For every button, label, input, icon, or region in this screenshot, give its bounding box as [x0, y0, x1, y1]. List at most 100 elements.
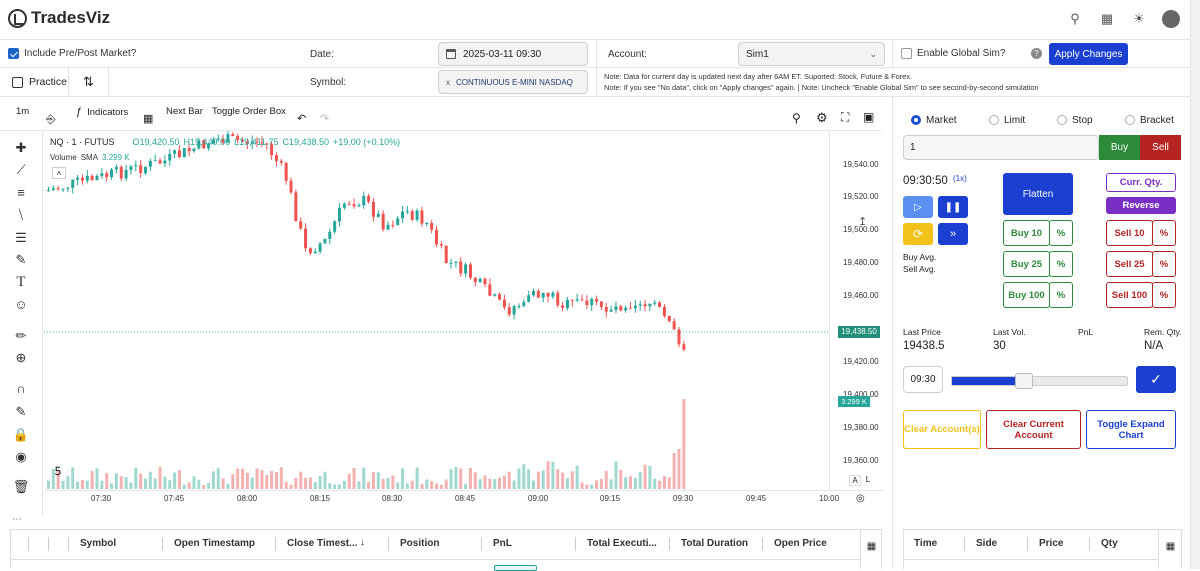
time-slider[interactable]: [951, 373, 1128, 389]
lock-icon[interactable]: 🔒: [12, 427, 30, 442]
volume-bar: [47, 480, 50, 489]
goto-time-icon[interactable]: ◎: [856, 493, 865, 504]
sell-10-button[interactable]: Sell 10: [1106, 220, 1153, 246]
indicators-button[interactable]: Indicators: [87, 106, 129, 118]
camera-icon[interactable]: ▣: [863, 110, 875, 124]
reverse-button[interactable]: Reverse: [1106, 197, 1176, 214]
sell-10-percent-button[interactable]: %: [1152, 220, 1176, 246]
brush-icon[interactable]: ✎: [15, 252, 27, 267]
apps-grid-icon[interactable]: ▦: [1100, 11, 1114, 26]
order-type-limit[interactable]: Limit: [989, 115, 1057, 126]
next-bar-button[interactable]: Next Bar: [166, 106, 203, 117]
candle-body: [522, 301, 526, 306]
clear-current-account-button[interactable]: Clear Current Account: [986, 410, 1081, 449]
buy-25-button[interactable]: Buy 25: [1003, 251, 1050, 277]
time-slider-handle[interactable]: [1014, 373, 1033, 389]
confirm-button[interactable]: ✓: [1136, 366, 1176, 393]
candle-type-icon[interactable]: ⎆: [46, 112, 56, 126]
layout-grid-icon[interactable]: ▦: [143, 113, 154, 125]
buy-button[interactable]: Buy: [1099, 135, 1140, 160]
app-logo[interactable]: TradesViz: [8, 8, 110, 28]
interval-button[interactable]: 1m: [16, 106, 30, 117]
toggle-order-box-button[interactable]: Toggle Order Box: [212, 106, 286, 117]
order-type-bracket[interactable]: Bracket: [1125, 115, 1174, 126]
exec-table-header[interactable]: Side: [976, 538, 998, 549]
sell-25-percent-button[interactable]: %: [1152, 251, 1176, 277]
quantity-input[interactable]: 1: [903, 135, 1099, 160]
table-header[interactable]: Symbol: [80, 538, 117, 549]
symbol-remove[interactable]: x: [446, 77, 450, 87]
magnet-icon[interactable]: ∩: [16, 381, 26, 396]
global-sim-checkbox[interactable]: [901, 48, 912, 59]
trash-icon[interactable]: 🗑: [12, 479, 30, 494]
fullscreen-icon[interactable]: ⛶: [841, 110, 850, 124]
include-prepost-checkbox[interactable]: [8, 48, 19, 59]
crosshair-icon[interactable]: ✚: [15, 140, 27, 155]
order-type-market[interactable]: Market: [911, 115, 989, 126]
practice-tab[interactable]: Practice: [0, 68, 69, 96]
search-icon[interactable]: ⚲: [1070, 11, 1080, 26]
table-header[interactable]: Open Timestamp: [174, 538, 255, 549]
buy-10-percent-button[interactable]: %: [1049, 220, 1073, 246]
text-tool-icon[interactable]: T: [16, 274, 26, 290]
play-button[interactable]: ▷: [903, 196, 933, 218]
table-header[interactable]: Close Timest...: [287, 538, 358, 549]
emoji-icon[interactable]: ☺: [14, 297, 28, 312]
symbol-input[interactable]: x CONTINUOUS E-MINI NASDAQ: [438, 70, 588, 94]
clear-accounts-button[interactable]: Clear Account(s): [903, 410, 981, 449]
table-header[interactable]: PnL: [493, 538, 512, 549]
date-input[interactable]: 2025-03-11 09:30: [438, 42, 588, 66]
sort-desc-icon[interactable]: ↓: [360, 537, 365, 548]
buy-100-button[interactable]: Buy 100: [1003, 282, 1050, 308]
collapse-legend-icon[interactable]: ˄: [52, 167, 66, 179]
lock-drawing-icon[interactable]: ✎: [15, 404, 27, 419]
candle-body: [405, 211, 409, 213]
buy-100-percent-button[interactable]: %: [1049, 282, 1073, 308]
pattern-icon[interactable]: ⧹: [18, 207, 24, 222]
order-type-stop[interactable]: Stop: [1057, 115, 1125, 126]
pause-button[interactable]: ❚❚: [938, 196, 968, 218]
account-select[interactable]: Sim1 ⌄: [738, 42, 885, 66]
ruler-icon[interactable]: ✏: [15, 328, 27, 343]
avatar[interactable]: [1162, 10, 1180, 28]
fib-icon[interactable]: ☰: [15, 230, 27, 245]
settings-sliders-icon[interactable]: ⇅: [69, 68, 109, 96]
settings-gear-icon[interactable]: ⚙: [816, 110, 828, 125]
help-icon[interactable]: ?: [1031, 48, 1042, 59]
undo-icon[interactable]: ↶: [297, 113, 307, 125]
horizontal-lines-icon[interactable]: ≡: [17, 185, 25, 200]
loop-button[interactable]: ⟳: [903, 223, 933, 245]
table-header[interactable]: Total Duration: [681, 538, 749, 549]
sell-25-button[interactable]: Sell 25: [1106, 251, 1153, 277]
table-columns-icon[interactable]: ▦: [860, 530, 882, 569]
apply-changes-button[interactable]: Apply Changes: [1049, 43, 1128, 65]
auto-scale-button[interactable]: A: [849, 475, 861, 486]
toggle-expand-chart-button[interactable]: Toggle Expand Chart: [1086, 410, 1176, 449]
sell-100-percent-button[interactable]: %: [1152, 282, 1176, 308]
table-header[interactable]: Total Executi...: [587, 538, 657, 549]
log-scale-button[interactable]: L: [865, 475, 871, 484]
sim-speed[interactable]: (1x): [953, 174, 967, 183]
executions-columns-icon[interactable]: ▦: [1158, 530, 1182, 569]
fast-forward-button[interactable]: »: [938, 223, 968, 245]
buy-10-button[interactable]: Buy 10: [1003, 220, 1050, 246]
theme-sun-icon[interactable]: ☀: [1133, 11, 1145, 26]
exec-table-header[interactable]: Qty: [1101, 538, 1118, 549]
zoom-in-icon[interactable]: ⊕: [15, 350, 27, 365]
flatten-button[interactable]: Flatten: [1003, 173, 1073, 215]
buy-25-percent-button[interactable]: %: [1049, 251, 1073, 277]
resize-handle[interactable]: ⋯: [12, 514, 22, 525]
exec-table-header[interactable]: Price: [1039, 538, 1064, 549]
table-header[interactable]: Open Price: [774, 538, 827, 549]
exec-table-header[interactable]: Time: [914, 538, 938, 549]
quick-search-icon[interactable]: ⚲: [792, 111, 801, 125]
curr-qty-button[interactable]: Curr. Qty.: [1106, 173, 1176, 192]
page-scrollbar[interactable]: [1190, 0, 1200, 569]
trend-line-icon[interactable]: ⟋: [16, 162, 26, 177]
eye-icon[interactable]: ◉: [15, 449, 27, 464]
redo-icon[interactable]: ↷: [320, 113, 330, 125]
price-chart[interactable]: [44, 131, 830, 491]
sell-100-button[interactable]: Sell 100: [1106, 282, 1153, 308]
sell-button[interactable]: Sell: [1140, 135, 1181, 160]
table-header[interactable]: Position: [400, 538, 440, 549]
